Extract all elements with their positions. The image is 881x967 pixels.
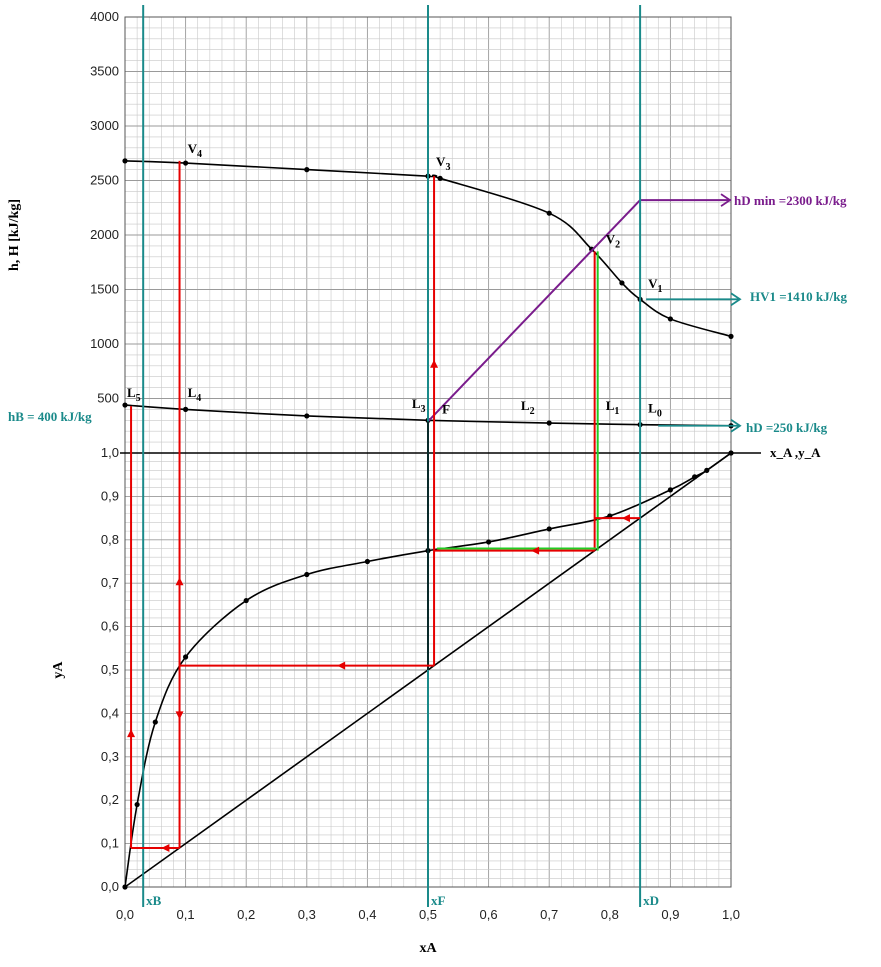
arrow-up [127,729,136,738]
y-axis-title-top: h, H [kJ/kg] [7,199,22,271]
annotation-hd: hD =250 kJ/kg [746,420,828,435]
point-label: V4 [188,141,202,160]
data-point-equilibrium [486,539,492,545]
tick-label-x: 0,5 [419,907,437,922]
arrow-down [175,711,184,720]
tick-label-x: 0,7 [540,907,558,922]
tick-label-y-bottom: 0,9 [101,488,119,503]
data-point-equilibrium [546,526,552,532]
tick-label-x: 0,8 [601,907,619,922]
tick-label-x: 0,6 [480,907,498,922]
point-label: L5 [127,385,141,404]
x-axis-title-top: x_A ,y_A [770,445,821,460]
arrow-left [161,843,170,852]
arrow-left [337,661,346,670]
data-point-equilibrium [304,571,310,578]
data-point-equilibrium [243,597,249,604]
data-point-saturated-vapor [122,158,128,164]
y-axis-title-bottom: yA [51,661,66,679]
point-label: V1 [648,276,662,295]
tick-label-y-top: 4000 [90,9,119,24]
composition-label-xf: xF [431,893,446,908]
tick-label-x: 1,0 [722,907,740,922]
tick-label-y-bottom: 0,0 [101,879,119,894]
tick-label-y-bottom: 0,6 [101,619,119,634]
data-point-saturated-vapor [619,280,625,286]
arrow-hv1-head [730,292,742,307]
tick-label-y-top: 3000 [90,118,119,133]
tick-label-y-top: 1500 [90,282,119,297]
point-label: V3 [436,154,450,173]
composition-label-xd: xD [643,893,659,908]
tick-label-y-top: 1000 [90,336,119,351]
arrow-left [621,514,630,523]
data-point-saturated-liquid [122,402,128,408]
data-point-saturated-vapor [183,160,189,166]
annotation-hdmin: hD min =2300 kJ/kg [734,193,847,208]
data-point-saturated-vapor [437,175,443,181]
tick-label-y-bottom: 0,5 [101,662,119,677]
point-label: F [442,401,450,416]
tick-label-y-bottom: 1,0 [101,445,119,460]
tick-label-y-top: 500 [97,391,119,406]
tick-label-x: 0,3 [298,907,316,922]
tick-label-x: 0,2 [237,907,255,922]
data-point-saturated-vapor [304,167,310,173]
data-point-saturated-liquid [183,406,189,412]
tick-label-y-bottom: 0,8 [101,532,119,547]
arrow-up [175,577,184,586]
composition-markers: xB xF xD [146,893,659,908]
point-labels: V4 V3 V2 V1 L5 L4 L3 F L2 L1 L0 [127,141,663,419]
point-label: L0 [648,400,662,419]
point-label: V2 [606,231,620,250]
tick-label-y-bottom: 0,1 [101,836,119,851]
tick-label-x: 0,0 [116,907,134,922]
tick-label-y-top: 2000 [90,227,119,242]
x-axis-title-bottom: xA [419,941,437,956]
tick-label-y-bottom: 0,3 [101,749,119,764]
data-point-saturated-liquid [304,413,310,419]
data-point-equilibrium [152,719,158,725]
tick-label-y-bottom: 0,4 [101,705,119,720]
data-point-equilibrium [134,801,140,808]
tick-label-x: 0,1 [177,907,195,922]
tick-label-y-top: 3500 [90,64,119,79]
data-point-equilibrium [667,487,674,493]
data-point-equilibrium [364,558,370,565]
tick-label-x: 0,4 [358,907,376,922]
construction-lines [127,5,742,907]
tick-label-y-bottom: 0,7 [101,575,119,590]
data-point-saturated-vapor [667,316,674,322]
annotation-hb: hB = 400 kJ/kg [8,409,92,424]
data-point-saturated-vapor [728,333,734,339]
arrow-left [531,546,540,555]
tick-label-y-top: 2500 [90,173,119,188]
point-label: L4 [188,385,202,404]
tick-labels: 500 1000 1500 2000 2500 3000 3500 4000 0,0 0,1 0,2… [90,9,740,922]
point-label: L3 [412,396,426,415]
arrow-hd-head [730,419,742,433]
annotation-hv1: HV1 =1410 kJ/kg [750,289,847,304]
data-point-equilibrium [183,654,189,660]
composition-label-xb: xB [146,893,162,908]
point-label: L2 [521,398,535,417]
data-point-saturated-liquid [546,420,552,426]
data-point-saturated-vapor [546,210,552,216]
tick-label-y-bottom: 0,2 [101,792,119,807]
tick-label-x: 0,9 [661,907,679,922]
point-label: L1 [606,398,620,417]
annotations: h, H [kJ/kg] yA xA x_A ,y_A hD min =2300… [7,193,847,956]
arrow-up [430,359,439,368]
